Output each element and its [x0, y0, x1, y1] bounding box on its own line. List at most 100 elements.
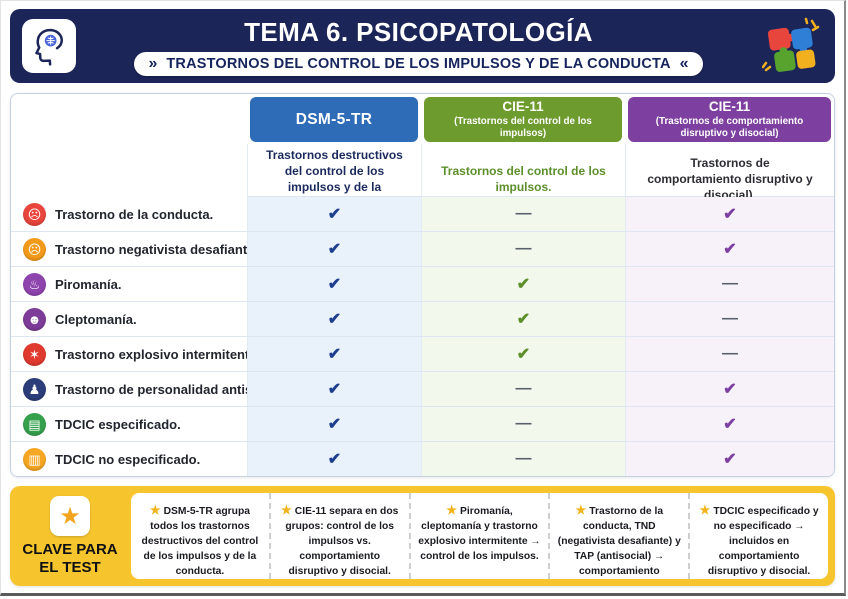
header-bar: TEMA 6. PSICOPATOLOGÍA » TRASTORNOS DEL … [10, 9, 835, 83]
notes-body: ★ DSM-5-TR agrupa todos los trastornos de… [131, 493, 828, 579]
column-title: DSM-5-TR [295, 110, 373, 128]
mark-cie-impulsos: — [421, 372, 625, 406]
table-row: ♟ Trastorno de personalidad antisocial. … [11, 371, 834, 406]
column-description-cie-impulsos: Trastornos del control de los impulsos. [421, 144, 625, 215]
column-header-cie-impulsos: CIE-11 (Trastornos del control de los im… [424, 97, 622, 142]
note-star-icon: ★ [149, 503, 161, 517]
column-title: CIE-11 [708, 99, 751, 114]
note-item: ★ DSM-5-TR agrupa todos los trastornos de… [131, 493, 269, 579]
mark-cie-impulsos: — [421, 442, 625, 476]
column-subtitle: (Trastornos del control de los impulsos) [454, 115, 592, 139]
row-label: TDCIC especificado. [55, 416, 181, 432]
row-label: Cleptomanía. [55, 311, 137, 327]
notes-label-block: ★ CLAVE PARA EL TEST [17, 493, 123, 579]
row-label-cell: ☹ Trastorno negativista desafiante. [11, 232, 258, 266]
note-item: ★ TDCIC especificado y no especificado → … [688, 493, 828, 579]
mark-cie-disruptivo: ✔ [625, 197, 834, 231]
notes-label-text: CLAVE PARA EL TEST [22, 541, 118, 576]
column-title: CIE-11 [502, 99, 544, 114]
mark-cie-impulsos: — [421, 232, 625, 266]
table-row: ▥ TDCIC no especificado. ✔ — ✔ [11, 441, 834, 476]
mark-dsm: ✔ [247, 442, 421, 476]
mark-dsm: ✔ [247, 372, 421, 406]
mark-cie-disruptivo: — [625, 337, 834, 371]
table-description-row: Trastornos destructivos del control de l… [11, 144, 834, 215]
row-label-cell: ♨ Piromanía. [11, 267, 247, 301]
head-brain-svg [35, 28, 63, 66]
note-item: ★ Trastorno de la conducta, TND (negativi… [548, 493, 688, 579]
note-text: Trastorno de la conducta, TND (negativis… [557, 506, 681, 577]
puzzle-svg [762, 17, 820, 72]
star-glyph: ★ [59, 502, 81, 530]
row-label: Trastorno negativista desafiante. [55, 241, 259, 257]
column-header-cie-disruptivo: CIE-11 (Trastornos de comportamiento dis… [628, 97, 831, 142]
row-label: Trastorno de la conducta. [55, 206, 214, 222]
mark-cie-disruptivo: — [625, 267, 834, 301]
note-item: ★ Piromanía, cleptomanía y trastorno expl… [408, 493, 549, 579]
banner-arrow-left-icon: » [148, 54, 158, 72]
page-title: TEMA 6. PSICOPATOLOGÍA [244, 16, 593, 47]
explosion-icon: ✶ [23, 342, 46, 366]
table-corner-cell [11, 94, 247, 145]
mark-dsm: ✔ [247, 337, 421, 371]
mark-cie-disruptivo: ✔ [625, 372, 834, 406]
note-star-icon: ★ [281, 503, 292, 517]
subtitle-banner: » TRASTORNOS DEL CONTROL DE LOS IMPULSOS… [134, 51, 703, 76]
masked-face-icon: ☻ [23, 307, 46, 331]
head-brain-icon [22, 19, 76, 73]
mark-cie-impulsos: ✔ [421, 302, 625, 336]
note-text: CIE-11 separa en dos grupos: control de … [285, 506, 399, 577]
puzzle-pieces-icon [761, 16, 823, 76]
comparison-table: DSM-5-TR CIE-11 (Trastornos del control … [10, 93, 835, 477]
row-label-cell: ☹ Trastorno de la conducta. [11, 197, 247, 231]
note-star-icon: ★ [446, 503, 458, 517]
table-row: ✶ Trastorno explosivo intermitente. ✔ ✔ … [11, 336, 834, 371]
row-label-cell: ▥ TDCIC no especificado. [11, 442, 247, 476]
checklist-icon: ▤ [23, 412, 46, 436]
mark-cie-impulsos: ✔ [421, 337, 625, 371]
mark-cie-disruptivo: ✔ [625, 407, 834, 441]
row-label: Piromanía. [55, 276, 122, 292]
table-row: ▤ TDCIC especificado. ✔ — ✔ [11, 406, 834, 441]
note-text: TDCIC especificado y no especificado → i… [707, 506, 819, 577]
row-label: Trastorno explosivo intermitente. [55, 346, 261, 362]
column-header-dsm: DSM-5-TR [250, 97, 418, 142]
mark-cie-impulsos: — [421, 197, 625, 231]
mark-cie-disruptivo: ✔ [625, 232, 834, 266]
star-badge-icon: ★ [50, 496, 90, 537]
row-label-cell: ▤ TDCIC especificado. [11, 407, 247, 441]
row-label: Trastorno de personalidad antisocial. [55, 381, 286, 397]
angry-face-icon: ☹ [23, 202, 46, 226]
note-text: DSM-5-TR agrupa todos los trastornos des… [141, 506, 259, 577]
banner-arrow-right-icon: « [679, 54, 689, 72]
table-header-row: DSM-5-TR CIE-11 (Trastornos del control … [11, 94, 834, 145]
row-label: TDCIC no especificado. [55, 451, 201, 467]
row-label-cell: ☻ Cleptomanía. [11, 302, 247, 336]
header-center: TEMA 6. PSICOPATOLOGÍA » TRASTORNOS DEL … [88, 17, 749, 76]
subtitle-text: TRASTORNOS DEL CONTROL DE LOS IMPULSOS Y… [166, 55, 671, 72]
mark-dsm: ✔ [247, 407, 421, 441]
mark-dsm: ✔ [247, 232, 421, 266]
note-star-icon: ★ [575, 503, 587, 517]
row-label-cell: ♟ Trastorno de personalidad antisocial. [11, 372, 285, 406]
table-row: ☹ Trastorno de la conducta. ✔ — ✔ [11, 196, 834, 231]
column-subtitle: (Trastornos de comportamiento disruptivo… [655, 115, 804, 139]
mark-cie-disruptivo: — [625, 302, 834, 336]
mark-cie-disruptivo: ✔ [625, 442, 834, 476]
mark-dsm: ✔ [247, 267, 421, 301]
flame-icon: ♨ [23, 272, 46, 296]
table-row: ♨ Piromanía. ✔ ✔ — [11, 266, 834, 301]
note-text: Piromanía, cleptomanía y trastorno explo… [418, 506, 541, 562]
note-item: ★ CIE-11 separa en dos grupos: control de… [268, 493, 409, 579]
table-row: ☹ Trastorno negativista desafiante. ✔ — … [11, 231, 834, 266]
table-row: ☻ Cleptomanía. ✔ ✔ — [11, 301, 834, 336]
defiant-face-icon: ☹ [23, 237, 46, 261]
key-notes-panel: ★ CLAVE PARA EL TEST ★ DSM-5-TR agrupa to… [10, 486, 835, 586]
note-star-icon: ★ [699, 503, 711, 517]
mark-cie-impulsos: ✔ [421, 267, 625, 301]
mark-dsm: ✔ [247, 197, 421, 231]
document-icon: ▥ [23, 447, 46, 471]
mark-dsm: ✔ [247, 302, 421, 336]
person-icon: ♟ [23, 377, 46, 401]
